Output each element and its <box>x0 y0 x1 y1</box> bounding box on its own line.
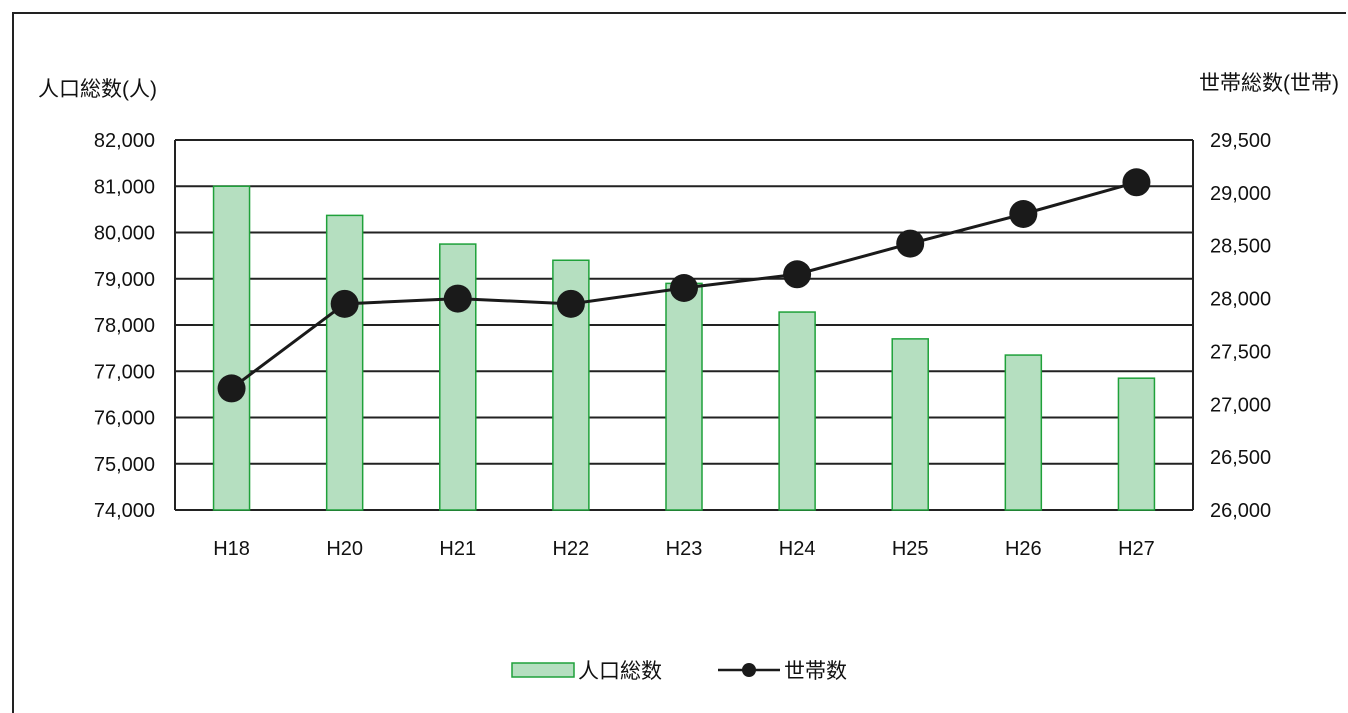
x-tick-label: H22 <box>553 538 590 560</box>
bar <box>212 185 251 511</box>
y-left-tick-label: 75,000 <box>94 454 155 476</box>
x-tick-label: H24 <box>779 538 816 560</box>
bar <box>325 214 364 511</box>
bar <box>439 243 477 511</box>
y-right-tick-label: 29,000 <box>1210 183 1271 205</box>
line-point <box>330 289 359 318</box>
right-axis-title: 世帯総数(世帯) <box>1199 72 1339 95</box>
line-series <box>217 168 1151 403</box>
line-point <box>670 274 698 302</box>
line-point <box>783 260 812 289</box>
bar <box>1004 354 1043 511</box>
y-right-tick-label: 26,500 <box>1210 447 1271 469</box>
legend-line-label: 世帯数 <box>784 660 847 683</box>
y-left-tick-label: 74,000 <box>94 500 155 522</box>
line-point <box>217 374 246 403</box>
legend-line-marker <box>742 663 756 677</box>
left-axis-title: 人口総数(人) <box>38 78 157 101</box>
line-point <box>1122 168 1151 197</box>
line-point <box>443 284 472 313</box>
legend: 人口総数 世帯数 <box>511 660 847 683</box>
x-tick-label: H21 <box>439 538 476 560</box>
bar <box>778 311 816 511</box>
bar <box>891 338 929 511</box>
y-left-tick-label: 76,000 <box>94 408 155 430</box>
x-tick-label: H27 <box>1118 538 1155 560</box>
y-right-tick-label: 28,500 <box>1210 236 1271 258</box>
line-point <box>896 229 925 258</box>
y-left-tick-label: 81,000 <box>94 176 155 198</box>
x-tick-label: H26 <box>1005 538 1042 560</box>
tick-labels: 82,000 81,000 80,000 79,000 78,000 77,000 76,0… <box>94 130 1271 560</box>
y-left-tick-label: 82,000 <box>94 130 155 152</box>
line-point <box>556 289 585 318</box>
bar <box>1117 377 1156 511</box>
chart-frame <box>12 12 1346 713</box>
y-right-tick-label: 28,000 <box>1210 289 1271 311</box>
y-left-tick-label: 79,000 <box>94 269 155 291</box>
x-tick-label: H20 <box>326 538 363 560</box>
y-right-tick-label: 29,500 <box>1210 130 1271 152</box>
line-point <box>1009 200 1038 228</box>
x-tick-label: H23 <box>666 538 703 560</box>
y-left-tick-label: 78,000 <box>94 315 155 337</box>
x-tick-label: H25 <box>892 538 929 560</box>
y-right-tick-label: 27,000 <box>1210 394 1271 416</box>
legend-bar-label: 人口総数 <box>578 660 662 683</box>
bar <box>665 282 703 511</box>
y-right-tick-label: 27,500 <box>1210 341 1271 363</box>
y-left-tick-label: 77,000 <box>94 361 155 383</box>
bar-series <box>212 185 1156 511</box>
legend-bar-swatch <box>511 662 575 678</box>
y-right-tick-label: 26,000 <box>1210 500 1271 522</box>
y-left-tick-label: 80,000 <box>94 223 155 245</box>
x-tick-label: H18 <box>213 538 250 560</box>
